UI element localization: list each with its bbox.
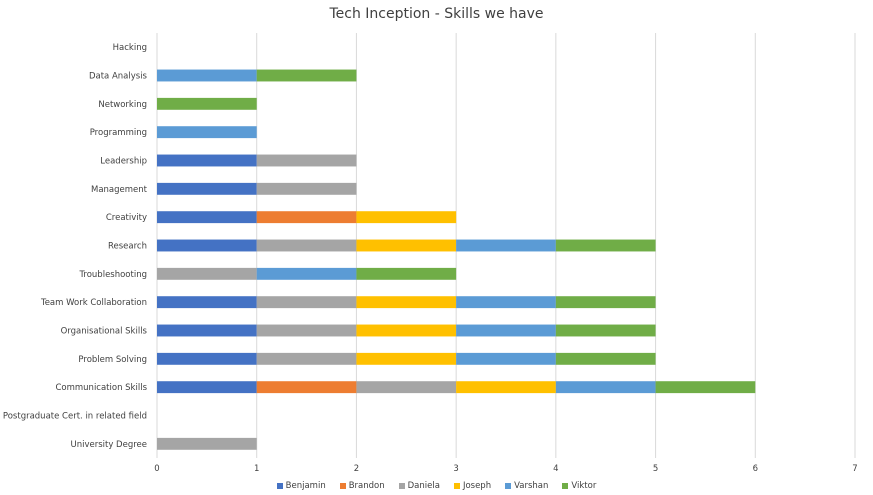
x-tick-label: 0 xyxy=(154,464,159,474)
legend-label: Benjamin xyxy=(285,481,326,491)
category-label: Networking xyxy=(98,100,147,110)
x-tick-label: 6 xyxy=(753,464,758,474)
legend-label: Joseph xyxy=(462,481,492,491)
bar-segment-viktor xyxy=(157,97,257,110)
legend-swatch xyxy=(276,483,283,489)
bar-segment-benjamin xyxy=(157,324,257,337)
bar-segment-daniela xyxy=(256,239,357,252)
category-label: Postgraduate Cert. in related field xyxy=(3,412,147,422)
x-tick-label: 4 xyxy=(553,464,558,474)
bar-segment-joseph xyxy=(356,239,457,252)
legend-item: Varshan xyxy=(505,481,548,491)
bar-segment-benjamin xyxy=(157,352,257,365)
bar-segment-brandon xyxy=(256,381,357,394)
legend-swatch xyxy=(398,483,405,489)
bar-segment-benjamin xyxy=(157,182,257,195)
chart-title: Tech Inception - Skills we have xyxy=(329,6,544,22)
category-label: Data Analysis xyxy=(89,72,148,82)
bar-segment-joseph xyxy=(356,324,457,337)
bar-segment-varshan xyxy=(157,126,257,139)
bar-segment-joseph xyxy=(356,296,457,309)
bar-segment-daniela xyxy=(256,182,357,195)
legend-swatch xyxy=(505,483,512,489)
bar-segment-daniela xyxy=(256,296,357,309)
bar-segment-benjamin xyxy=(157,154,257,167)
bar-segment-varshan xyxy=(555,381,656,394)
bar-segment-joseph xyxy=(356,211,457,224)
bar-segment-benjamin xyxy=(157,381,257,394)
bar-segment-benjamin xyxy=(157,239,257,252)
bar-segment-viktor xyxy=(555,324,656,337)
bar-segment-daniela xyxy=(256,352,357,365)
category-label: Organisational Skills xyxy=(61,327,148,337)
bar-segment-daniela xyxy=(157,437,257,450)
legend-swatch xyxy=(453,483,460,489)
bar-segment-varshan xyxy=(456,239,556,252)
bar-segment-benjamin xyxy=(157,296,257,309)
bar-segment-varshan xyxy=(157,69,257,82)
legend-label: Varshan xyxy=(514,481,549,491)
category-labels: Hacking Data Analysis Networking Programmin… xyxy=(3,43,148,450)
bar-segment-daniela xyxy=(256,324,357,337)
legend-label: Daniela xyxy=(407,481,440,491)
bar-segment-varshan xyxy=(456,324,556,337)
legend-item: Viktor xyxy=(562,481,596,491)
bar-segment-varshan xyxy=(456,352,556,365)
category-label: Problem Solving xyxy=(78,355,147,365)
bar-segment-viktor xyxy=(256,69,357,82)
category-label: Team Work Collaboration xyxy=(40,298,147,308)
legend-swatch xyxy=(339,483,346,489)
category-label: Hacking xyxy=(113,43,147,53)
x-tick-label: 7 xyxy=(852,464,857,474)
category-label: Troubleshooting xyxy=(78,270,147,280)
bar-segment-viktor xyxy=(555,296,656,309)
bar-segment-viktor xyxy=(356,267,457,280)
category-label: Leadership xyxy=(100,157,147,167)
category-label: Programming xyxy=(90,128,147,138)
legend: Benjamin Brandon Daniela Joseph Varshan Vikto… xyxy=(0,481,873,491)
x-tick-label: 5 xyxy=(653,464,658,474)
legend-swatch xyxy=(562,483,569,489)
bar-segment-daniela xyxy=(157,267,257,280)
category-label: Communication Skills xyxy=(55,383,147,393)
legend-label: Viktor xyxy=(571,481,597,491)
category-label: Management xyxy=(91,185,148,195)
bar-segment-varshan xyxy=(456,296,556,309)
x-tick-label: 3 xyxy=(453,464,458,474)
legend-item: Brandon xyxy=(339,481,385,491)
bar-segment-daniela xyxy=(356,381,457,394)
bar-segment-joseph xyxy=(356,352,457,365)
legend-item: Joseph xyxy=(453,481,492,491)
bars xyxy=(157,69,756,450)
bar-segment-viktor xyxy=(555,239,656,252)
bar-segment-benjamin xyxy=(157,211,257,224)
legend-label: Brandon xyxy=(348,481,385,491)
bar-segment-viktor xyxy=(655,381,756,394)
bar-segment-viktor xyxy=(555,352,656,365)
bar-segment-joseph xyxy=(456,381,556,394)
category-label: University Degree xyxy=(70,440,147,450)
x-tick-label: 2 xyxy=(354,464,359,474)
x-tick-label: 1 xyxy=(254,464,259,474)
legend-item: Benjamin xyxy=(276,481,326,491)
bar-segment-brandon xyxy=(256,211,357,224)
bar-segment-daniela xyxy=(256,154,357,167)
category-label: Creativity xyxy=(106,213,147,223)
legend-item: Daniela xyxy=(398,481,440,491)
chart-plot: Hacking Data Analysis Networking Programmin… xyxy=(3,33,858,474)
category-label: Research xyxy=(108,242,147,252)
x-tick-labels: 0 1 2 3 4 5 6 7 xyxy=(154,464,857,474)
bar-segment-varshan xyxy=(256,267,357,280)
